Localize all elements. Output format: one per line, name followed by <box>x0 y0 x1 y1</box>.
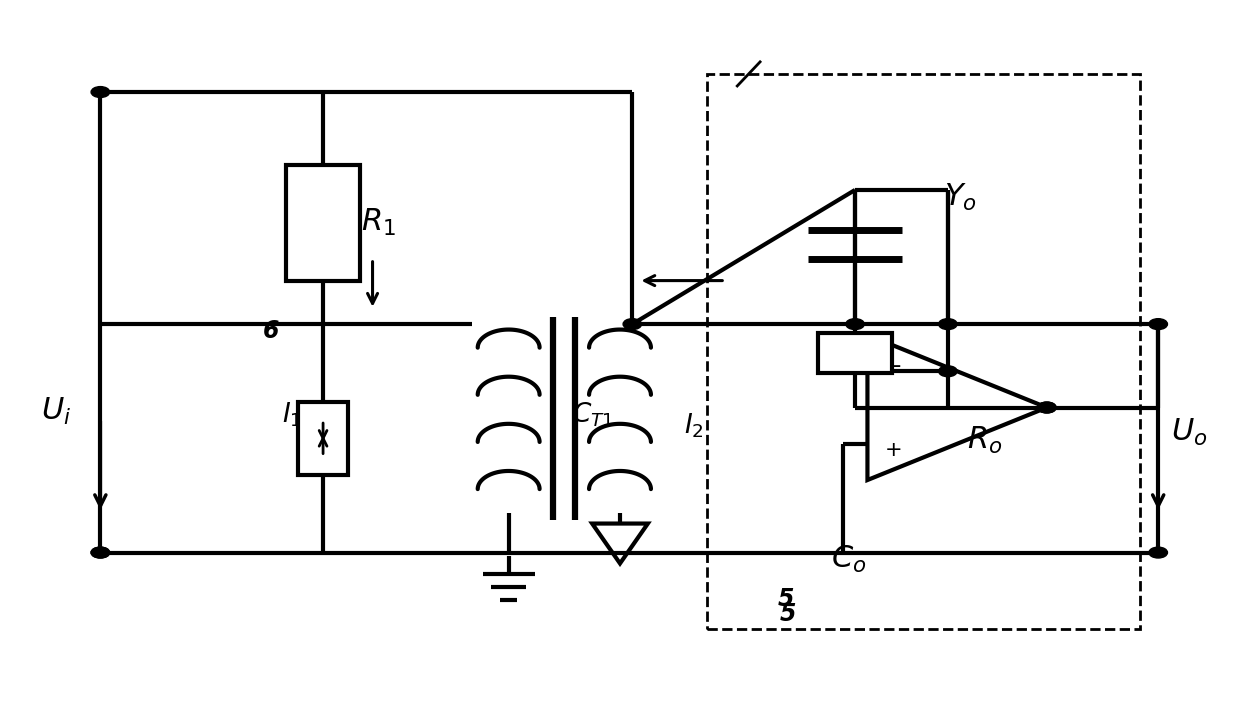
Circle shape <box>1149 547 1168 558</box>
Circle shape <box>1038 402 1056 413</box>
Text: $R_o$: $R_o$ <box>967 424 1003 456</box>
Circle shape <box>91 547 109 558</box>
Circle shape <box>622 319 641 330</box>
Text: $C_{T1}$: $C_{T1}$ <box>572 400 614 429</box>
Circle shape <box>939 365 957 376</box>
Text: $Y_o$: $Y_o$ <box>944 182 977 213</box>
Bar <box>286 165 360 280</box>
Text: $+$: $+$ <box>884 440 901 459</box>
Bar <box>299 402 347 475</box>
Circle shape <box>939 319 957 330</box>
Circle shape <box>846 319 864 330</box>
Text: 5: 5 <box>780 602 796 626</box>
Text: $C_o$: $C_o$ <box>831 545 867 575</box>
Circle shape <box>91 87 109 98</box>
Text: $-$: $-$ <box>884 355 900 376</box>
Text: $I_2$: $I_2$ <box>684 411 704 440</box>
Text: $R_1$: $R_1$ <box>361 207 396 238</box>
Bar <box>818 333 893 373</box>
Circle shape <box>1038 402 1056 413</box>
Text: $U_o$: $U_o$ <box>1171 417 1208 448</box>
Bar <box>707 74 1140 629</box>
Text: 5: 5 <box>777 587 794 611</box>
Text: $I_1$: $I_1$ <box>283 400 303 429</box>
Circle shape <box>1149 319 1168 330</box>
Circle shape <box>91 547 109 558</box>
Text: $U_i$: $U_i$ <box>41 395 71 427</box>
Text: 6: 6 <box>263 320 279 344</box>
